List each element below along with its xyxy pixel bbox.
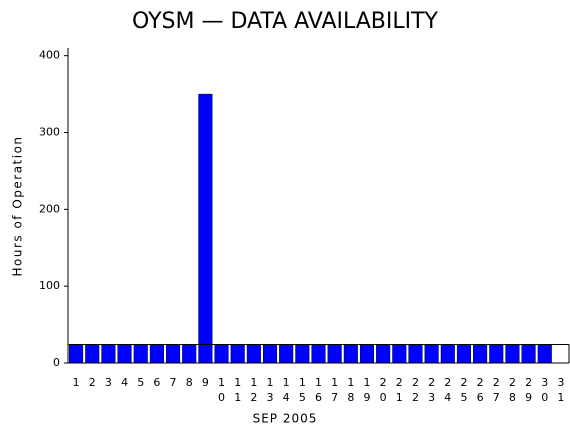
bar bbox=[424, 344, 439, 364]
bar bbox=[327, 344, 342, 364]
bar bbox=[198, 93, 213, 364]
y-tick-label: 400 bbox=[39, 49, 60, 62]
bar bbox=[262, 344, 278, 364]
bar bbox=[537, 344, 552, 364]
bar bbox=[473, 344, 488, 364]
x-tick-label: 7 bbox=[170, 376, 177, 389]
x-tick-label: 9 bbox=[202, 376, 209, 389]
x-tick-label: 6 bbox=[153, 376, 160, 389]
y-tick-label: 300 bbox=[39, 126, 60, 139]
bar bbox=[101, 344, 116, 364]
bar bbox=[343, 344, 358, 364]
bar bbox=[505, 344, 520, 364]
bar bbox=[133, 344, 148, 364]
bar bbox=[246, 344, 261, 364]
x-tick-label: 5 bbox=[137, 376, 144, 389]
bar bbox=[117, 344, 132, 364]
y-axis-title: Hours of Operation bbox=[11, 135, 25, 276]
bar bbox=[279, 344, 294, 364]
bar bbox=[230, 344, 245, 364]
bar bbox=[359, 344, 375, 364]
x-tick-label: 1 bbox=[73, 376, 80, 389]
bar bbox=[214, 344, 229, 364]
bar bbox=[521, 344, 536, 364]
y-tick-label: 200 bbox=[39, 202, 60, 215]
x-tick-label: 3 bbox=[105, 376, 112, 389]
y-tick-label: 100 bbox=[39, 279, 60, 292]
bar bbox=[376, 344, 391, 364]
bar bbox=[166, 344, 181, 364]
x-tick-label: 8 bbox=[186, 376, 193, 389]
bar bbox=[85, 344, 100, 364]
x-tick-label: 2 bbox=[89, 376, 96, 389]
y-tick-label: 0 bbox=[53, 356, 60, 369]
chart-title: OYSM — DATA AVAILABILITY bbox=[132, 9, 439, 34]
bar bbox=[295, 344, 310, 364]
bar bbox=[392, 344, 407, 364]
bar bbox=[69, 344, 84, 364]
bar bbox=[182, 344, 197, 364]
bar bbox=[456, 344, 471, 364]
bar bbox=[149, 344, 164, 364]
bar bbox=[489, 344, 504, 364]
x-axis-title: SEP 2005 bbox=[253, 412, 318, 426]
bar bbox=[440, 344, 455, 364]
x-tick-label: 4 bbox=[121, 376, 128, 389]
bar bbox=[311, 344, 326, 364]
bar bbox=[408, 344, 423, 364]
